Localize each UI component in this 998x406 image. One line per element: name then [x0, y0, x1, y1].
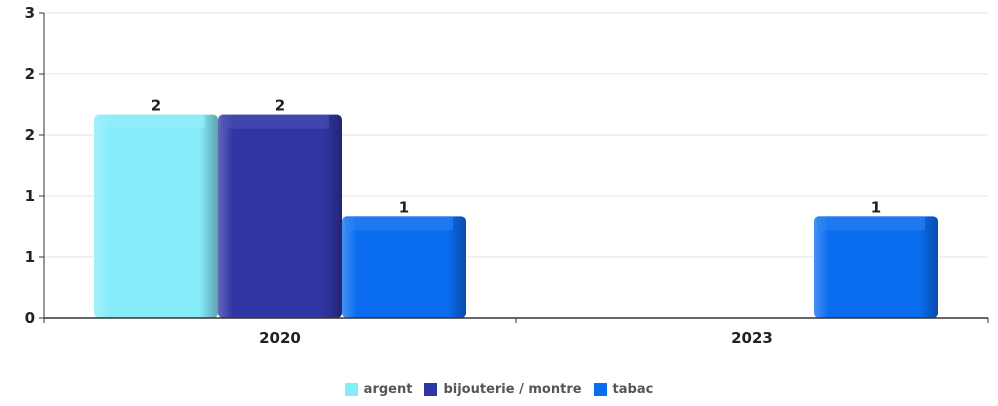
legend-item-argent[interactable]: argent	[344, 382, 413, 397]
y-tick-label: 3	[25, 4, 35, 22]
legend: argent bijouterie / montre tabac	[0, 382, 998, 397]
bar-tabac-2023[interactable]	[814, 216, 938, 318]
data-label: 2	[275, 97, 285, 115]
data-label: 2	[151, 97, 161, 115]
y-tick-label: 1	[25, 248, 35, 266]
axes	[39, 12, 989, 323]
legend-item-bijouterie-montre[interactable]: bijouterie / montre	[424, 382, 582, 397]
bar-highlight	[345, 216, 453, 231]
data-label: 1	[871, 198, 881, 216]
bar-argent-2020[interactable]	[94, 114, 218, 319]
legend-swatch-bijouterie-montre	[424, 383, 438, 396]
legend-swatch-tabac	[593, 383, 607, 396]
y-tick-label: 1	[25, 187, 35, 205]
legend-label-bijouterie-montre: bijouterie / montre	[443, 382, 582, 397]
legend-item-tabac[interactable]: tabac	[593, 382, 654, 397]
y-tick-label: 0	[25, 309, 35, 327]
y-tick-label: 2	[25, 126, 35, 144]
legend-label-argent: argent	[363, 382, 413, 397]
bar-highlight	[817, 216, 925, 231]
data-label: 1	[399, 198, 409, 216]
bar-chart: 0 1 1 2 2 3 2020 2023 2 2 1 1	[25, 4, 989, 347]
bar-highlight	[97, 114, 205, 129]
x-tick-label: 2020	[259, 329, 301, 347]
bar-bijouterie-montre-2020[interactable]	[218, 114, 342, 319]
labels: 0 1 1 2 2 3 2020 2023 2 2 1 1	[25, 4, 882, 347]
legend-label-tabac: tabac	[612, 382, 654, 397]
legend-swatch-argent	[344, 383, 358, 396]
bar-tabac-2020[interactable]	[342, 216, 466, 318]
bar-highlight	[221, 114, 329, 129]
y-tick-label: 2	[25, 65, 35, 83]
x-tick-label: 2023	[731, 329, 773, 347]
bars	[94, 114, 938, 319]
